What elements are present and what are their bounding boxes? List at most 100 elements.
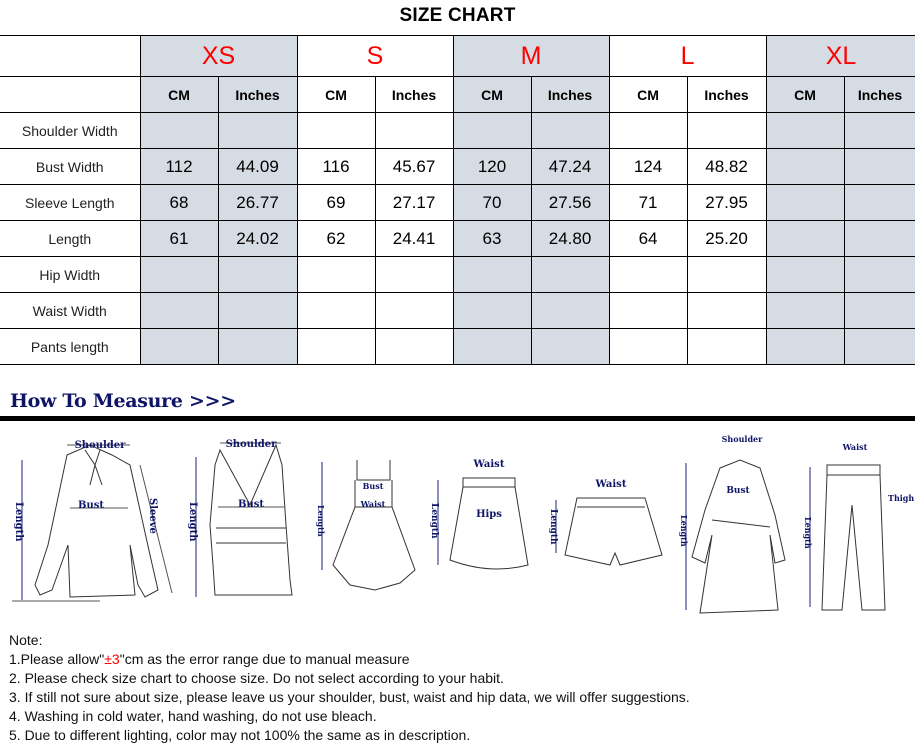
shorts-illustration: Waist Length: [548, 479, 663, 566]
size-header-xl: XL: [765, 35, 915, 77]
size-header-xs: XS: [139, 35, 298, 77]
measurement-illustrations: Shoulder Bust Sleeve Length Shoulder Bus…: [12, 434, 914, 614]
measurement-cell: [843, 112, 915, 149]
measurement-cell: 71: [608, 184, 688, 221]
row-label: Bust Width: [0, 148, 141, 185]
unit-header: Inches: [217, 76, 298, 113]
unit-header: Inches: [374, 76, 454, 113]
measurement-cell: [374, 292, 454, 329]
coat-illustration: Shoulder Bust Length: [679, 434, 786, 614]
measurement-cell: [686, 328, 767, 365]
label-length: Length: [803, 517, 813, 549]
measurement-cell: 68: [139, 184, 219, 221]
size-header-l: L: [608, 35, 767, 77]
notes-heading: Note:: [9, 632, 43, 648]
label-bust: Bust: [726, 486, 750, 496]
size-chart-table: XS S M L XL CM Inches CM Inches CM Inches CM Inches C…: [0, 35, 915, 365]
measurement-cell: [374, 112, 454, 149]
measurement-cell: 48.82: [686, 148, 767, 185]
measurement-cell: 44.09: [217, 148, 298, 185]
label-shoulder: Shoulder: [226, 439, 278, 450]
measurement-cell: 69: [296, 184, 376, 221]
note-1-tolerance: ±3: [104, 651, 120, 667]
unit-header-row: CM Inches CM Inches CM Inches CM Inches CM Inches: [0, 76, 915, 113]
label-hips: Hips: [476, 509, 502, 520]
label-length: Length: [679, 515, 689, 547]
size-header-row: XS S M L XL: [0, 35, 915, 77]
dress-illustration: Bust Waist Length: [316, 460, 416, 591]
measurement-cell: [139, 292, 219, 329]
measurement-cell: [530, 256, 610, 293]
measurement-cell: [296, 292, 376, 329]
measurement-cell: [843, 148, 915, 185]
measurement-cell: [217, 112, 298, 149]
measurement-cell: [608, 292, 688, 329]
measurement-cell: 120: [452, 148, 532, 185]
measurement-cell: [608, 112, 688, 149]
label-length: Length: [548, 509, 558, 545]
label-length: Length: [429, 503, 439, 539]
measurement-cell: [686, 256, 767, 293]
label-thigh: Thigh: [888, 493, 914, 503]
table-row: Sleeve Length 68 26.77 69 27.17 70 27.56 71 27.9…: [0, 184, 915, 221]
measurement-cell: 64: [608, 220, 688, 257]
measurement-cell: [843, 328, 915, 365]
unit-header: CM: [139, 76, 219, 113]
label-shoulder: Shoulder: [75, 440, 127, 451]
top-illustration: Shoulder Bust Length: [187, 439, 293, 597]
table-row: Hip Width: [0, 256, 915, 293]
pants-illustration: Waist Thigh Length: [803, 442, 914, 611]
measurement-cell: 25.20: [686, 220, 767, 257]
measurement-cell: [452, 256, 532, 293]
measurement-cell: 45.67: [374, 148, 454, 185]
measurement-cell: [843, 256, 915, 293]
table-row: Pants length: [0, 328, 915, 365]
measurement-cell: 61: [139, 220, 219, 257]
label-sleeve: Sleeve: [147, 498, 158, 534]
measurement-cell: [139, 328, 219, 365]
measurement-cell: [686, 112, 767, 149]
label-waist: Waist: [842, 442, 868, 452]
label-bust: Bust: [363, 481, 384, 491]
measurement-cell: [296, 256, 376, 293]
label-length: Length: [316, 505, 326, 537]
measurement-cell: 27.95: [686, 184, 767, 221]
measurement-cell: [843, 220, 915, 257]
measurement-cell: [843, 292, 915, 329]
note-1-suffix: "cm as the error range due to manual mea…: [119, 651, 410, 667]
measurement-cell: [608, 328, 688, 365]
measurement-cell: [765, 220, 845, 257]
note-5: 5. Due to different lighting, color may …: [9, 727, 471, 743]
measurement-cell: [374, 328, 454, 365]
measurement-cell: [765, 184, 845, 221]
measurement-cell: 63: [452, 220, 532, 257]
unit-header: CM: [452, 76, 532, 113]
measurement-cell: 116: [296, 148, 376, 185]
unit-header: Inches: [686, 76, 767, 113]
note-4: 4. Washing in cold water, hand washing, …: [9, 708, 377, 724]
measurement-cell: 26.77: [217, 184, 298, 221]
table-row: Bust Width 112 44.09 116 45.67 120 47.24 124 48.…: [0, 148, 915, 185]
measurement-cell: 27.56: [530, 184, 610, 221]
measurement-cell: 112: [139, 148, 219, 185]
measurement-cell: [686, 292, 767, 329]
measurement-cell: 24.80: [530, 220, 610, 257]
unit-header: Inches: [843, 76, 915, 113]
notes-section: Note: 1.Please allow"±3"cm as the error …: [9, 631, 690, 745]
measurement-cell: 24.02: [217, 220, 298, 257]
how-to-measure-heading: How To Measure >>>: [10, 390, 236, 412]
label-waist: Waist: [595, 479, 627, 490]
measurement-cell: [217, 256, 298, 293]
corner-cell: [0, 35, 141, 77]
corner-cell: [0, 76, 141, 113]
label-length: Length: [187, 502, 198, 542]
label-bust: Bust: [78, 500, 104, 511]
measurement-cell: [452, 292, 532, 329]
row-label: Pants length: [0, 328, 141, 365]
measurement-cell: [217, 328, 298, 365]
measurement-cell: 62: [296, 220, 376, 257]
measurement-cell: [530, 112, 610, 149]
measurement-cell: [217, 292, 298, 329]
measurement-cell: [139, 256, 219, 293]
measurement-cell: [452, 328, 532, 365]
